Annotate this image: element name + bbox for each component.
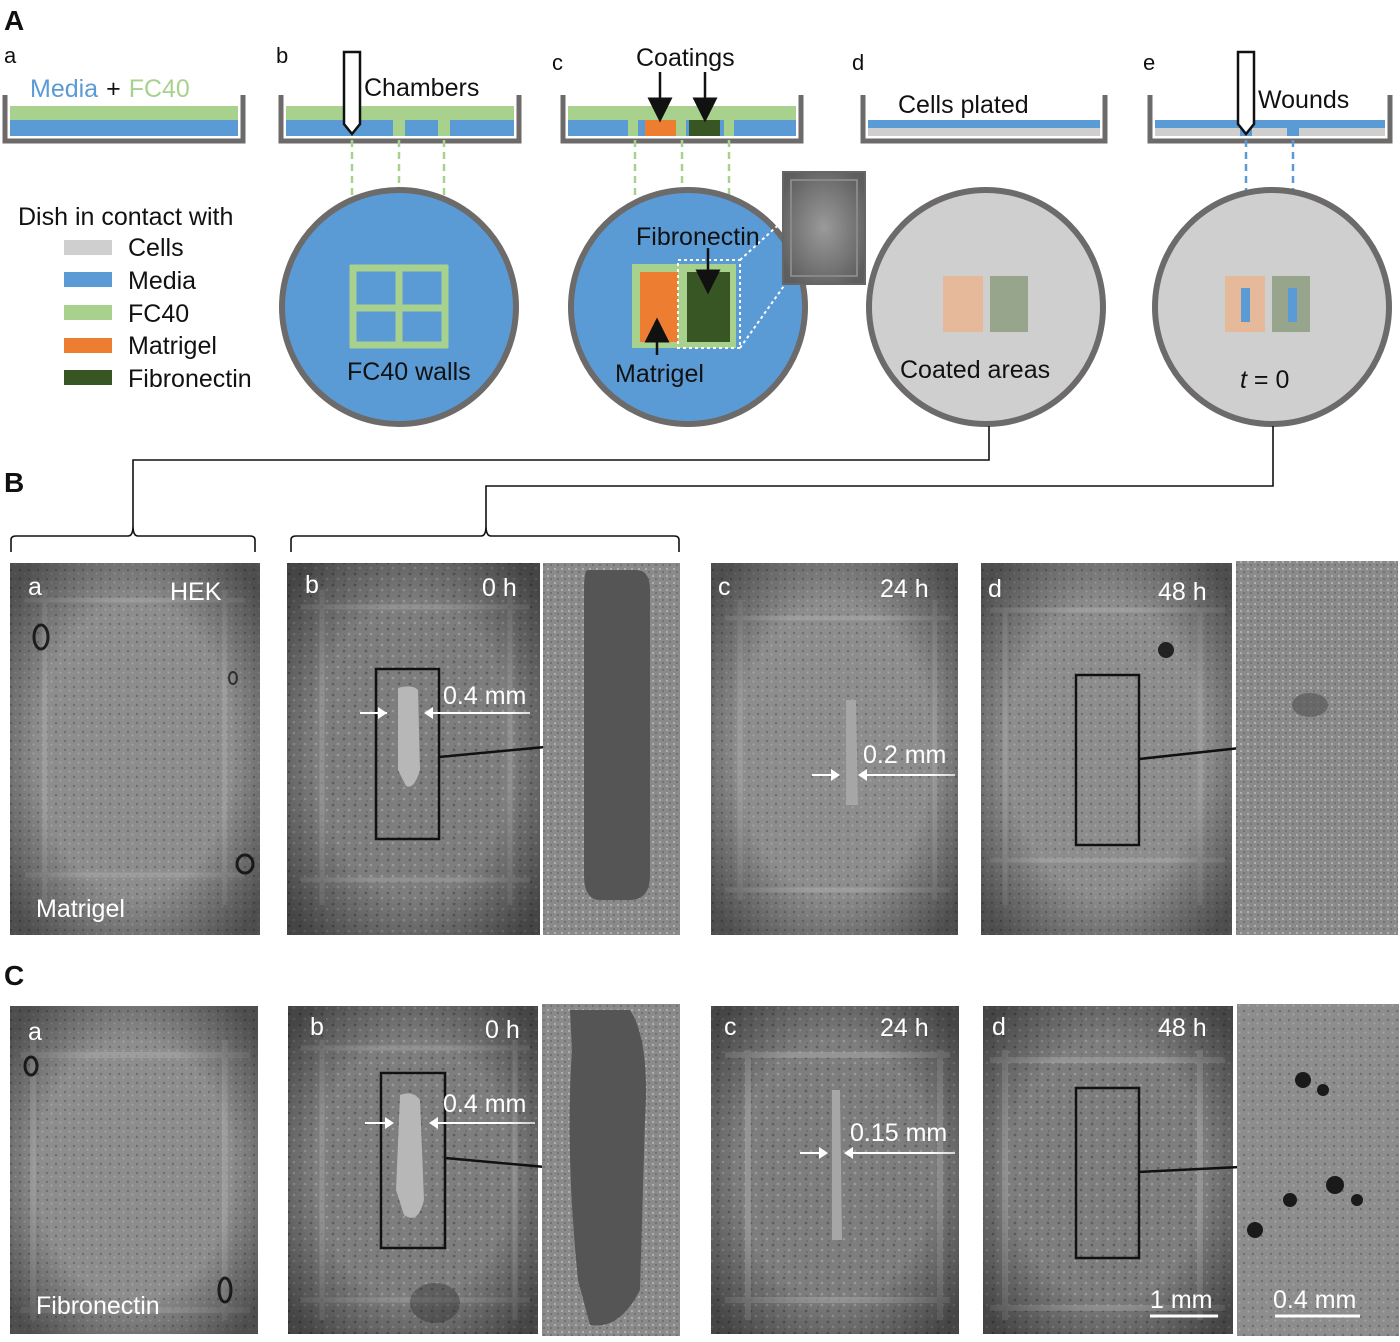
micrograph-B-c: c 24 h 0.2 mm	[711, 563, 958, 935]
step-b: b Chambers FC40 walls	[276, 43, 522, 427]
inset-C-d: 0.4 mm	[1237, 1004, 1399, 1336]
B-d-time: 48 h	[1158, 578, 1207, 606]
C-b-time: 0 h	[485, 1016, 520, 1044]
micrograph-C-c: c 24 h 0.15 mm	[711, 1006, 959, 1334]
micrograph-C-a: a Fibronectin	[10, 1006, 258, 1334]
fibronectin-area	[687, 272, 730, 342]
legend-swatch-fibronectin	[64, 370, 112, 385]
micrograph-C-d: d 48 h 1 mm	[983, 1006, 1241, 1334]
legend-swatch-cells	[64, 240, 112, 255]
legend: Dish in contact with Cells Media FC40 Ma…	[18, 203, 252, 393]
step-b-title: Chambers	[364, 74, 479, 102]
micrograph-B-d: d 48 h	[981, 563, 1241, 935]
step-e: e Wounds t = 0	[1143, 50, 1393, 427]
wound-fibronectin	[1288, 288, 1297, 322]
step-a-title: Media + FC40	[30, 75, 190, 103]
step-c-label-fibronectin: Fibronectin	[636, 223, 760, 251]
pipette-tip-icon	[1236, 50, 1256, 137]
step-d-title: Cells plated	[898, 91, 1029, 119]
C-d-scale-label: 1 mm	[1150, 1286, 1213, 1314]
C-b-gap-width: 0.4 mm	[443, 1090, 526, 1118]
C-d-time: 48 h	[1158, 1014, 1207, 1042]
step-c-label-matrigel: Matrigel	[615, 360, 704, 388]
C-c-time: 24 h	[880, 1014, 929, 1042]
B-c-time: 24 h	[880, 575, 929, 603]
legend-swatch-media	[64, 272, 112, 287]
step-d-letter: d	[852, 50, 864, 75]
fc40-word: FC40	[129, 75, 190, 103]
dish-wall	[2, 95, 246, 144]
step-d-circle-label: Coated areas	[900, 356, 1050, 384]
coated-fibronectin-area	[990, 276, 1028, 332]
legend-media: Media	[128, 267, 196, 295]
step-e-title: Wounds	[1258, 86, 1349, 114]
micrograph-C-b: b 0 h 0.4 mm	[288, 1006, 546, 1334]
inset-C-b	[542, 1004, 680, 1336]
B-d-letter: d	[988, 575, 1002, 603]
B-a-cell-line: HEK	[170, 578, 222, 606]
inset-B-b	[543, 563, 680, 935]
B-b-letter: b	[305, 571, 319, 599]
wound-matrigel	[1241, 288, 1250, 322]
step-a-letter: a	[4, 43, 17, 68]
plus-sign: +	[106, 75, 121, 103]
zoom-inset-image	[782, 171, 866, 285]
B-b-gap-width: 0.4 mm	[443, 682, 526, 710]
step-a-dish-side: a Media + FC40	[2, 43, 246, 144]
step-c: c Coatings Fibronectin Matrigel	[552, 44, 866, 427]
step-b-letter: b	[276, 43, 288, 68]
bracket-connector	[10, 426, 1274, 552]
fc40-layer	[10, 106, 238, 120]
step-c-title: Coatings	[636, 44, 735, 72]
coated-matrigel-area	[943, 276, 983, 332]
step-c-letter: c	[552, 50, 563, 75]
step-d: d Cells plated Coated areas	[852, 50, 1108, 427]
legend-swatch-fc40	[64, 305, 112, 320]
panel-label-A: A	[4, 5, 24, 36]
step-b-circle-label: FC40 walls	[347, 358, 471, 386]
inset-scale-label: 0.4 mm	[1273, 1286, 1356, 1314]
inset-B-d	[1236, 561, 1398, 935]
B-a-coating: Matrigel	[36, 895, 125, 923]
legend-fc40: FC40	[128, 300, 189, 328]
media-word: Media	[30, 75, 98, 103]
B-c-letter: c	[718, 573, 731, 601]
C-d-letter: d	[992, 1013, 1006, 1041]
C-c-gap-width: 0.15 mm	[850, 1119, 947, 1147]
B-b-time: 0 h	[482, 574, 517, 602]
C-a-letter: a	[28, 1018, 42, 1046]
C-b-letter: b	[310, 1013, 324, 1041]
C-c-letter: c	[724, 1013, 737, 1041]
legend-title: Dish in contact with	[18, 203, 233, 231]
legend-matrigel: Matrigel	[128, 332, 217, 360]
panel-label-C: C	[4, 960, 24, 991]
inset-wound	[569, 1010, 646, 1326]
step-e-time: t = 0	[1240, 366, 1289, 394]
step-e-letter: e	[1143, 50, 1155, 75]
matrigel-area	[640, 272, 678, 342]
panel-label-B: B	[4, 467, 24, 498]
legend-fibronectin: Fibronectin	[128, 365, 252, 393]
petri-dish-icon	[866, 187, 1106, 427]
B-c-gap-width: 0.2 mm	[863, 741, 946, 769]
fc40-walls-grid	[349, 264, 449, 349]
B-a-letter: a	[28, 573, 42, 601]
legend-swatch-matrigel	[64, 338, 112, 353]
C-a-coating: Fibronectin	[36, 1292, 160, 1320]
legend-cells: Cells	[128, 234, 184, 262]
micrograph-B-b: b 0 h 0.4 mm	[287, 563, 546, 935]
pipette-tip-icon	[342, 50, 362, 137]
inset-wound	[584, 570, 650, 900]
micrograph-B-a: a HEK Matrigel	[10, 563, 260, 935]
media-layer	[10, 120, 238, 136]
